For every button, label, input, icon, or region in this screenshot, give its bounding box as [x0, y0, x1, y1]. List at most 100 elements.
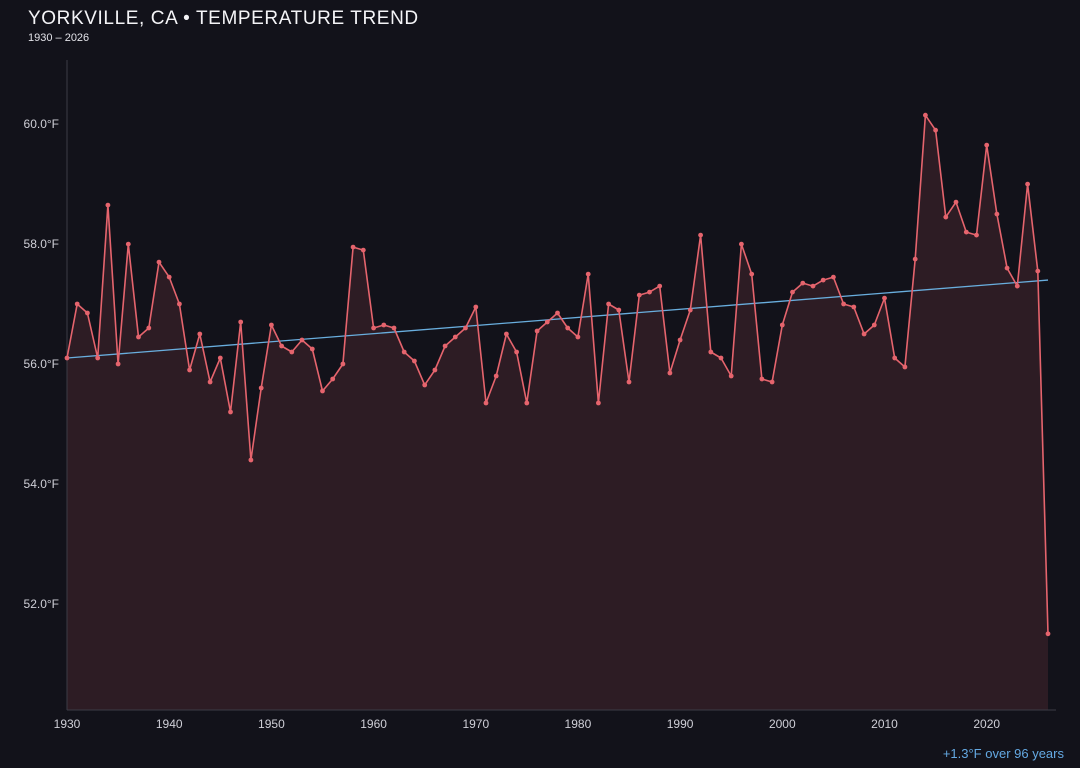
data-point [442, 343, 448, 349]
data-point [330, 376, 336, 382]
data-point [493, 373, 499, 379]
data-point [483, 400, 489, 406]
data-point [115, 361, 121, 367]
data-point [861, 331, 867, 337]
data-point [749, 271, 755, 277]
data-point [432, 367, 438, 373]
data-point [544, 319, 550, 325]
data-point [565, 325, 571, 331]
data-point [64, 355, 70, 361]
data-point [616, 307, 622, 313]
data-point [105, 202, 111, 208]
data-point [585, 271, 591, 277]
data-point [871, 322, 877, 328]
x-tick-label: 1930 [54, 717, 81, 731]
chart-header: YORKVILLE, CA • TEMPERATURE TREND 1930 –… [28, 8, 419, 44]
x-tick-label: 1980 [565, 717, 592, 731]
data-point [524, 400, 530, 406]
y-tick-label: 60.0°F [24, 117, 59, 131]
data-point [769, 379, 775, 385]
data-point [912, 256, 918, 262]
x-tick-label: 2020 [973, 717, 1000, 731]
data-point [217, 355, 223, 361]
data-point [739, 241, 744, 247]
data-point [289, 349, 295, 355]
data-point [687, 307, 693, 313]
data-point [514, 349, 519, 355]
y-tick-label: 58.0°F [24, 237, 59, 251]
data-point [790, 289, 795, 295]
series-area [67, 115, 1048, 710]
x-tick-label: 1960 [360, 717, 387, 731]
data-point [504, 331, 509, 337]
x-tick-label: 2000 [769, 717, 796, 731]
data-point [636, 292, 642, 298]
data-point [463, 325, 468, 331]
data-point [1045, 631, 1051, 637]
data-point [360, 247, 366, 253]
trend-line [66, 279, 1049, 359]
data-point [974, 232, 979, 238]
y-tick-label: 52.0°F [24, 597, 59, 611]
data-point [371, 325, 376, 331]
data-point [963, 229, 969, 235]
data-point [309, 346, 315, 352]
data-point [401, 349, 407, 355]
data-point [279, 343, 284, 349]
chart-subtitle: 1930 – 2026 [28, 32, 90, 44]
data-point [340, 361, 346, 367]
y-tick-label: 56.0°F [24, 357, 59, 371]
data-point [95, 355, 101, 361]
data-point [953, 199, 959, 205]
data-point [238, 319, 244, 325]
data-point [728, 373, 734, 379]
data-point [187, 367, 193, 373]
data-point [156, 259, 162, 265]
data-point [923, 112, 928, 118]
data-point [892, 355, 898, 361]
data-point [1004, 265, 1010, 271]
data-point [452, 334, 458, 340]
trend-annotation: +1.3°F over 96 years [942, 746, 1064, 761]
data-point [136, 334, 141, 340]
data-point [933, 127, 938, 133]
x-tick-label: 1990 [667, 717, 694, 731]
data-point [626, 379, 632, 385]
data-point [299, 337, 305, 343]
data-point [473, 304, 479, 310]
data-point [647, 289, 652, 295]
data-point [820, 277, 826, 283]
data-point [85, 310, 90, 316]
data-point [606, 301, 611, 307]
data-point [667, 370, 673, 376]
y-tick-label: 54.0°F [24, 477, 59, 491]
data-point [258, 385, 264, 391]
data-point [381, 322, 387, 328]
x-tick-label: 1950 [258, 717, 285, 731]
data-point [677, 337, 683, 343]
data-point [851, 304, 857, 310]
data-point [74, 301, 80, 307]
data-point [1025, 181, 1030, 187]
data-point [1035, 268, 1041, 274]
data-point [810, 283, 816, 289]
data-point [269, 322, 274, 328]
data-point [350, 244, 356, 250]
data-point [800, 280, 806, 286]
data-point [759, 376, 765, 382]
data-point [146, 325, 152, 331]
data-point [708, 349, 714, 355]
data-point [831, 274, 836, 280]
data-point [779, 322, 785, 328]
data-point [207, 379, 213, 385]
data-point [422, 382, 428, 388]
data-point [575, 334, 581, 340]
data-point [228, 409, 233, 415]
data-point [320, 388, 325, 394]
data-point [984, 142, 990, 148]
data-point [902, 364, 908, 370]
data-point [177, 301, 182, 307]
